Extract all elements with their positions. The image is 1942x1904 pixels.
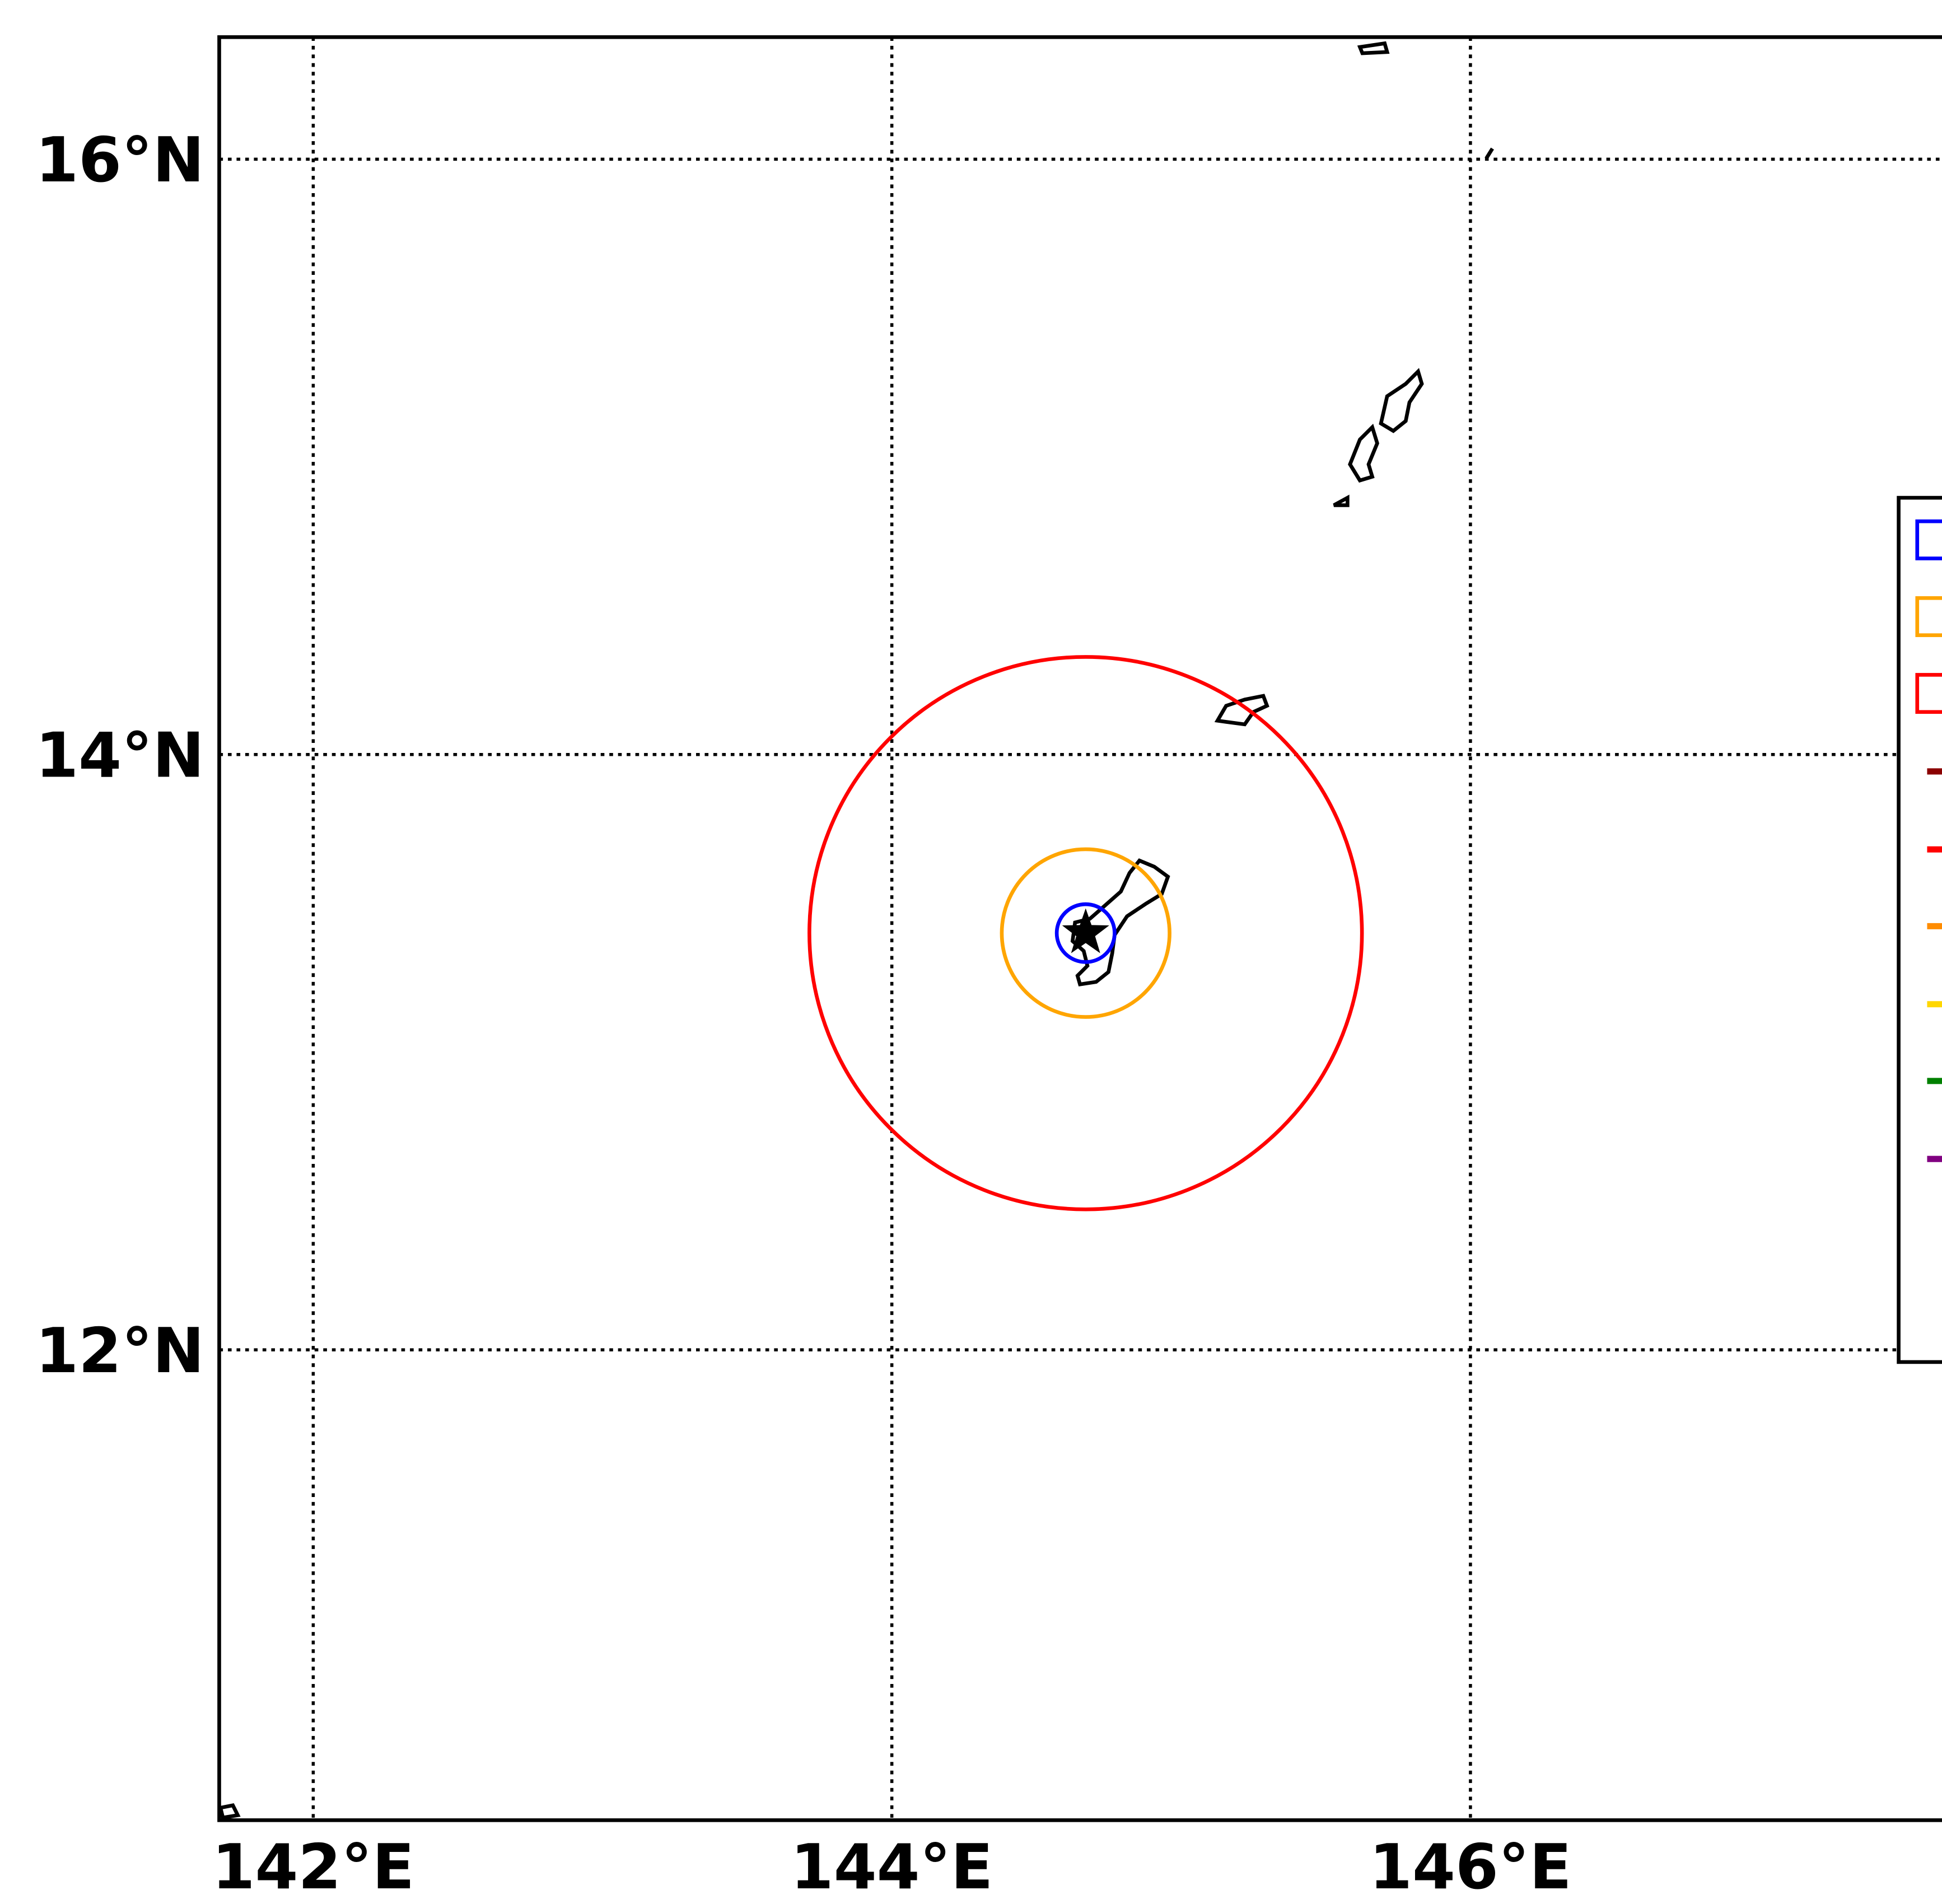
x-tick-label: 142°E (212, 1831, 415, 1903)
coastline (1348, 423, 1379, 483)
x-tick-label: 144°E (791, 1831, 993, 1903)
coastline (1379, 368, 1424, 433)
coastline (1357, 41, 1390, 55)
coastline (1484, 147, 1494, 160)
x-tick-label: 146°E (1369, 1831, 1572, 1903)
legend-swatch (1915, 596, 1942, 637)
center-marker (1062, 908, 1109, 953)
legend (1897, 495, 1942, 1364)
plot-frame (217, 35, 1942, 1822)
legend-frame (1897, 495, 1942, 1364)
legend-swatch (1915, 519, 1942, 560)
y-tick-label: 16°N (35, 124, 204, 197)
coastlines (218, 41, 1494, 1820)
legend-swatch (1915, 673, 1942, 714)
y-tick-label: 12°N (35, 1315, 204, 1387)
coastline (218, 1803, 241, 1820)
y-tick-label: 14°N (35, 720, 204, 792)
coastline (1214, 694, 1269, 727)
range-ring (1054, 902, 1117, 964)
coastline (1333, 494, 1350, 507)
range-ring (1000, 847, 1171, 1019)
range-ring (807, 655, 1364, 1211)
